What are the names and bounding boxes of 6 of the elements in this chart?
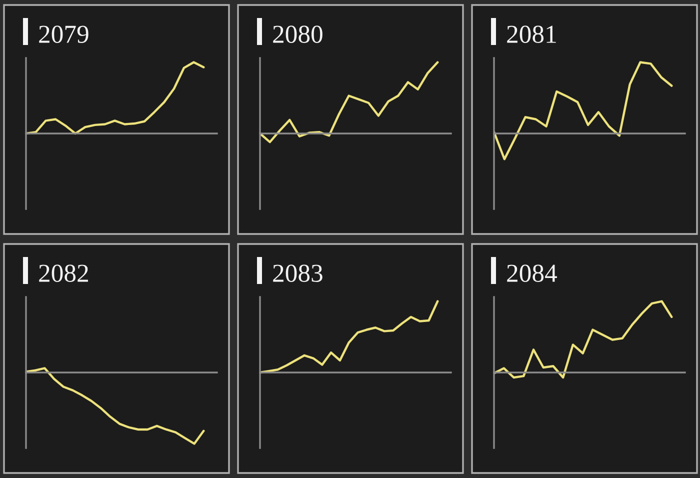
chart-title: 2082 [39,264,88,282]
chart-title: 2084 [507,264,557,282]
chart-title: 2080 [273,26,322,43]
chart-title: 2079 [39,26,88,43]
chart-title: 2083 [273,264,322,282]
chart-title: 2081 [507,26,556,43]
